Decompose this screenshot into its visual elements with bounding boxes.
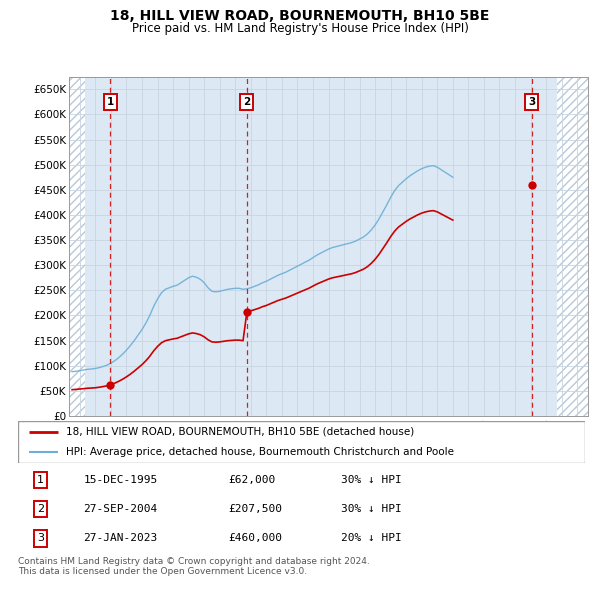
- Text: 27-SEP-2004: 27-SEP-2004: [83, 504, 157, 514]
- Text: 3: 3: [37, 533, 44, 543]
- Text: 2: 2: [37, 504, 44, 514]
- Text: 2: 2: [243, 97, 250, 107]
- Text: 20% ↓ HPI: 20% ↓ HPI: [341, 533, 402, 543]
- Text: 30% ↓ HPI: 30% ↓ HPI: [341, 475, 402, 485]
- Text: Contains HM Land Registry data © Crown copyright and database right 2024.
This d: Contains HM Land Registry data © Crown c…: [18, 557, 370, 576]
- Text: 1: 1: [37, 475, 44, 485]
- Text: £460,000: £460,000: [228, 533, 282, 543]
- Text: 1: 1: [107, 97, 114, 107]
- Text: 3: 3: [528, 97, 535, 107]
- Text: 30% ↓ HPI: 30% ↓ HPI: [341, 504, 402, 514]
- Text: £207,500: £207,500: [228, 504, 282, 514]
- Text: 18, HILL VIEW ROAD, BOURNEMOUTH, BH10 5BE: 18, HILL VIEW ROAD, BOURNEMOUTH, BH10 5B…: [110, 9, 490, 24]
- Text: £62,000: £62,000: [228, 475, 275, 485]
- Text: 27-JAN-2023: 27-JAN-2023: [83, 533, 157, 543]
- Bar: [557, 77, 588, 416]
- Text: Price paid vs. HM Land Registry's House Price Index (HPI): Price paid vs. HM Land Registry's House …: [131, 22, 469, 35]
- Text: 15-DEC-1995: 15-DEC-1995: [83, 475, 157, 485]
- Text: HPI: Average price, detached house, Bournemouth Christchurch and Poole: HPI: Average price, detached house, Bour…: [66, 447, 454, 457]
- Text: 18, HILL VIEW ROAD, BOURNEMOUTH, BH10 5BE (detached house): 18, HILL VIEW ROAD, BOURNEMOUTH, BH10 5B…: [66, 427, 415, 437]
- Bar: [69, 77, 85, 416]
